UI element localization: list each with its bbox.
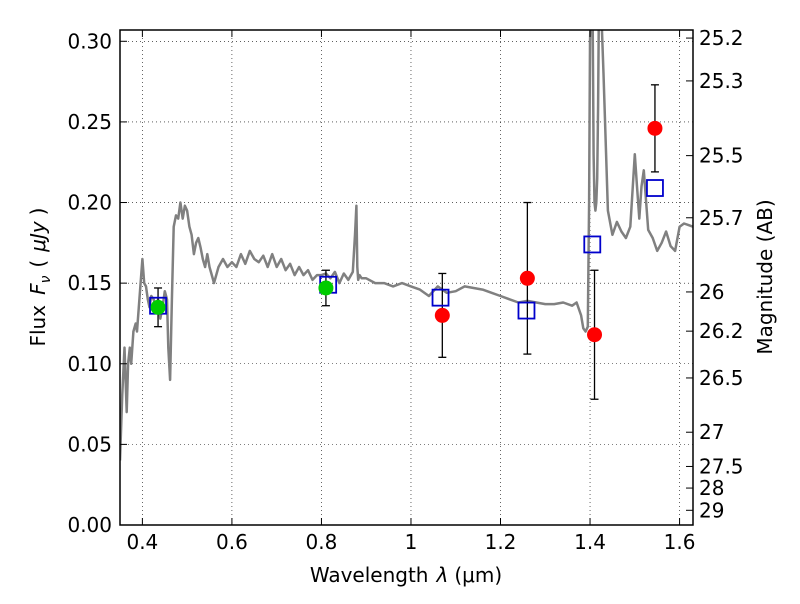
magnitude-tick-label: 26.2 bbox=[699, 319, 744, 343]
y-tick-label: 0.10 bbox=[67, 352, 112, 376]
spectrum-layer bbox=[120, 30, 693, 461]
x-tick-label: 1.6 bbox=[664, 530, 696, 554]
x-tick-label: 1 bbox=[405, 530, 418, 554]
magnitude-tick-label: 25.2 bbox=[699, 26, 744, 50]
y-tick-label: 0.05 bbox=[67, 432, 112, 456]
magnitude-tick-label: 25.7 bbox=[699, 206, 744, 230]
red-data-point bbox=[647, 120, 663, 136]
x-tick-label: 0.4 bbox=[126, 530, 158, 554]
data-markers bbox=[149, 120, 664, 343]
model-band-square bbox=[583, 235, 602, 254]
x-tick-label: 0.8 bbox=[306, 530, 338, 554]
red-data-point bbox=[519, 270, 535, 286]
magnitude-tick-label: 26.5 bbox=[699, 366, 744, 390]
y-axis-label: FluxFν(μJy) bbox=[26, 207, 54, 346]
y-axis-ticks: 0.00 0.05 0.10 0.15 0.20 0.25 0.30 bbox=[67, 29, 127, 537]
magnitude-tick-label: 26 bbox=[699, 280, 724, 304]
magnitude-tick-label: 27 bbox=[699, 420, 724, 444]
green-data-point bbox=[150, 299, 166, 315]
x-tick-label: 1.2 bbox=[485, 530, 517, 554]
plot-frame bbox=[119, 29, 694, 526]
model-spectrum-line bbox=[120, 30, 693, 461]
x-axis-ticks: 0.4 0.6 0.8 1 1.2 1.4 1.6 bbox=[126, 30, 695, 554]
magnitude-tick-label: 28 bbox=[699, 476, 724, 500]
y-tick-label: 0.25 bbox=[67, 110, 112, 134]
magnitude-tick-label: 27.5 bbox=[699, 454, 744, 478]
magnitude-tick-label: 29 bbox=[699, 498, 724, 522]
magnitude-axis-label: Magnitude (AB) bbox=[753, 199, 777, 354]
magnitude-tick-label: 25.5 bbox=[699, 144, 744, 168]
x-axis-label: Wavelength λ (μm) bbox=[310, 563, 502, 587]
x-tick-label: 0.6 bbox=[216, 530, 248, 554]
y-tick-label: 0.30 bbox=[67, 29, 112, 53]
model-band-square bbox=[431, 288, 450, 307]
model-band-square bbox=[646, 179, 664, 197]
red-data-point bbox=[587, 327, 603, 343]
magnitude-tick-label: 25.3 bbox=[699, 69, 744, 93]
green-data-point bbox=[318, 280, 334, 296]
y-tick-label: 0.15 bbox=[67, 271, 112, 295]
grid-lines bbox=[120, 30, 693, 526]
red-data-point bbox=[434, 307, 450, 323]
y-tick-label: 0.20 bbox=[67, 191, 112, 215]
y-tick-label: 0.00 bbox=[67, 513, 112, 537]
x-tick-label: 1.4 bbox=[574, 530, 606, 554]
model-band-square bbox=[517, 301, 536, 320]
